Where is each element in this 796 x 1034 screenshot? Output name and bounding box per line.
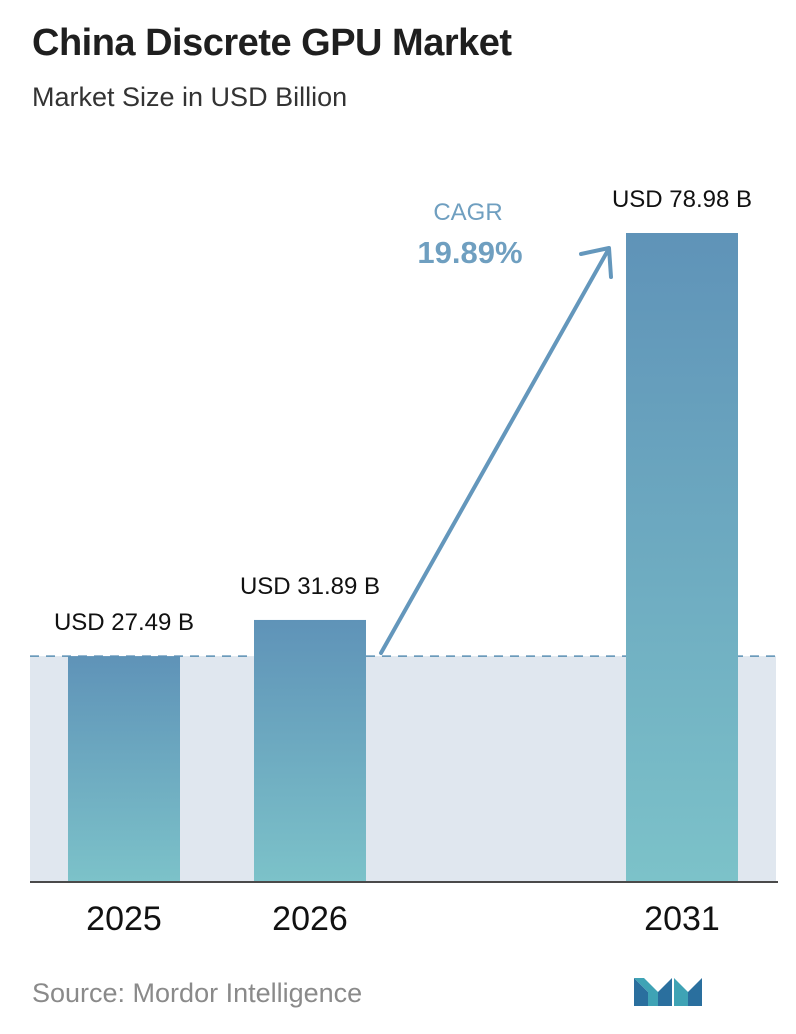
cagr-arrow-head	[579, 246, 613, 279]
x-tick-2031: 2031	[644, 900, 720, 938]
cagr-value: 19.89%	[417, 235, 522, 270]
data-label-2026: USD 31.89 B	[240, 573, 380, 600]
mordor-intelligence-logo-icon	[634, 978, 702, 1006]
bar-2026	[254, 619, 366, 882]
cagr-label: CAGR	[433, 199, 502, 226]
data-label-2031: USD 78.98 B	[612, 186, 752, 213]
source-text: Source: Mordor Intelligence	[32, 978, 363, 1008]
chart-title: China Discrete GPU Market	[32, 22, 512, 64]
bar-2025	[68, 656, 180, 882]
x-tick-2025: 2025	[86, 900, 162, 938]
chart-subtitle: Market Size in USD Billion	[32, 82, 348, 112]
cagr-arrow	[379, 250, 609, 655]
data-label-2025: USD 27.49 B	[54, 609, 194, 636]
bar-2031	[626, 233, 738, 882]
x-tick-2026: 2026	[272, 900, 348, 938]
